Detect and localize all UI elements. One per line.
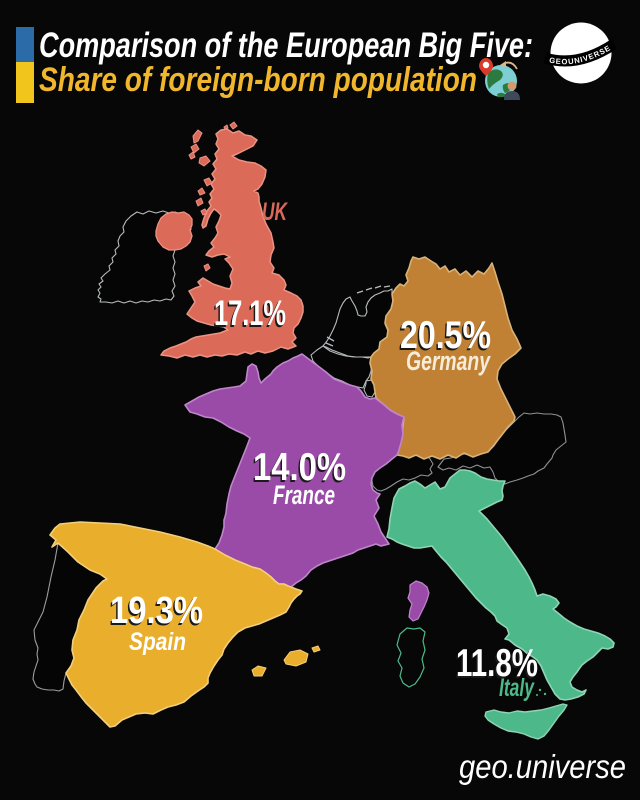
svg-text:20.5%: 20.5% (400, 314, 491, 357)
svg-text:Spain: Spain (129, 628, 186, 656)
svg-text:geo.universe: geo.universe (459, 748, 626, 785)
svg-text:17.1%: 17.1% (213, 296, 285, 335)
svg-text:Germany: Germany (406, 346, 491, 376)
svg-text:14.0%: 14.0% (253, 446, 346, 489)
svg-text:Share of foreign-born populati: Share of foreign-born population (39, 61, 477, 99)
svg-text:Italy: Italy (499, 674, 535, 702)
svg-text:19.3%: 19.3% (109, 592, 202, 634)
svg-text:14.0%: 14.0% (252, 448, 345, 491)
svg-text:France: France (273, 480, 335, 510)
svg-text:17.1%: 17.1% (214, 294, 286, 333)
svg-text:19.3%: 19.3% (110, 590, 203, 632)
svg-text:UK: UK (262, 198, 288, 226)
svg-text:Comparison of the European Big: Comparison of the European Big Five: (39, 26, 533, 65)
svg-text:20.5%: 20.5% (399, 316, 490, 359)
svg-text:11.8%: 11.8% (455, 644, 537, 687)
svg-text:11.8%: 11.8% (456, 642, 538, 685)
